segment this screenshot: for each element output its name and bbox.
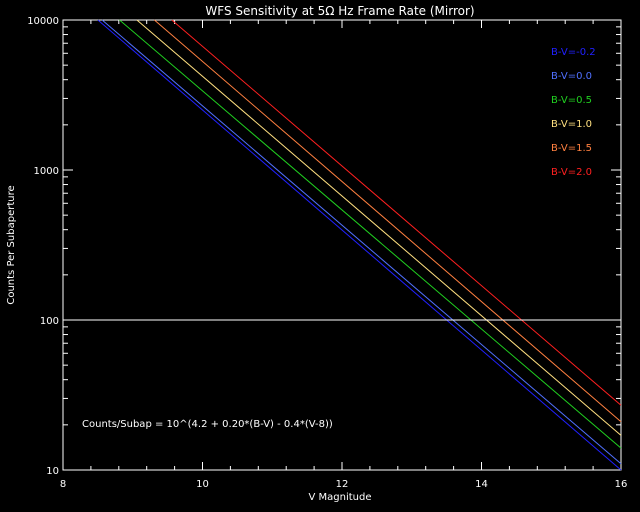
series-line (154, 19, 622, 423)
series-lines (97, 19, 622, 471)
y-axis-label: Counts Per Subaperture (6, 185, 17, 304)
legend-entry: B-V=2.0 (551, 167, 592, 178)
x-tick-label: 10 (196, 479, 209, 490)
legend-entry: B-V=1.0 (551, 119, 592, 130)
formula-annotation: Counts/Subap = 10^(4.2 + 0.20*(B-V) - 0.… (82, 419, 333, 430)
series-line (171, 19, 622, 406)
series-line (136, 19, 622, 436)
y-tick-label: 1000 (34, 166, 59, 177)
legend-entry: B-V=0.0 (551, 71, 592, 82)
legend-entry: B-V=0.5 (551, 95, 592, 106)
series-line (101, 19, 622, 465)
x-tick-label: 14 (475, 479, 488, 490)
chart-title: WFS Sensitivity at 5Ω Hz Frame Rate (Mir… (205, 4, 474, 18)
legend-entry: B-V=-0.2 (551, 47, 596, 58)
x-tick-label: 8 (60, 479, 66, 490)
x-axis-label: V Magnitude (309, 492, 372, 503)
legend: B-V=-0.2 B-V=0.0 B-V=0.5 B-V=1.0 B-V=1.5 B-V=… (551, 47, 596, 178)
y-tick-label: 100 (40, 316, 59, 327)
y-tick-label: 10000 (27, 16, 59, 27)
series-line (119, 19, 622, 449)
x-tick-label: 16 (615, 479, 628, 490)
y-tick-label: 10 (46, 466, 59, 477)
series-line (97, 19, 622, 471)
x-tick-label: 12 (336, 479, 349, 490)
legend-entry: B-V=1.5 (551, 143, 592, 154)
